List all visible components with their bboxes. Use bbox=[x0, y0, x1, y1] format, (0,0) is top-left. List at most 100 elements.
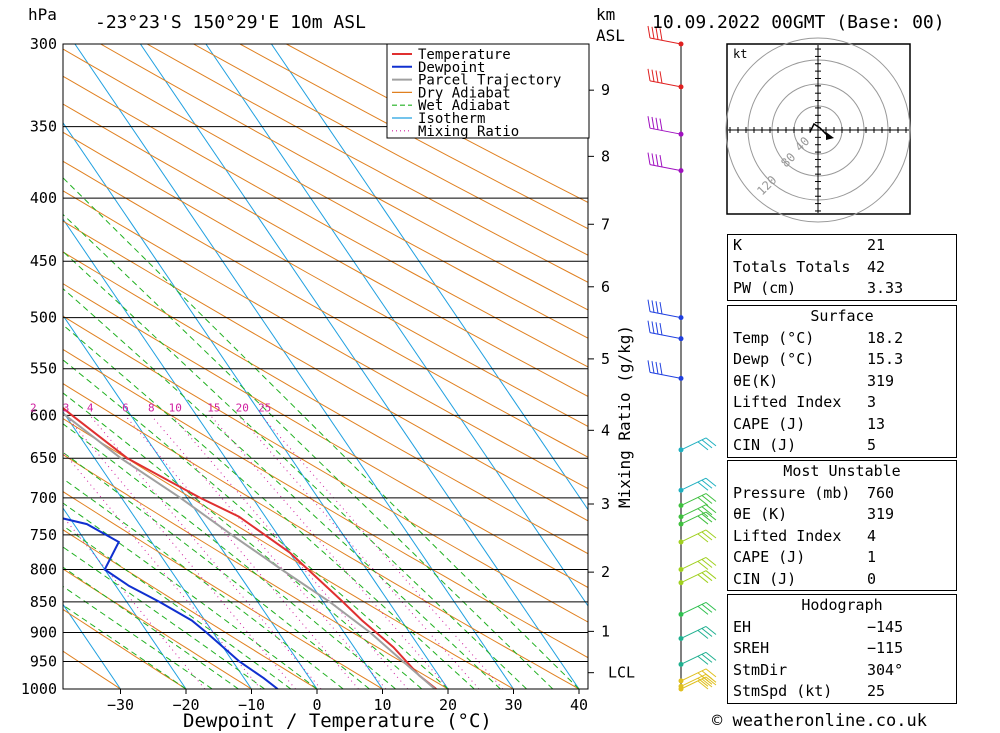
table-row: CAPE (J) 13 bbox=[728, 414, 956, 436]
row-value: 3.33 bbox=[867, 279, 904, 297]
isotherm-line bbox=[63, 314, 318, 689]
pressure-tick-label: 800 bbox=[30, 560, 57, 578]
table-row: CIN (J) 5 bbox=[728, 435, 956, 457]
pressure-tick-label: 300 bbox=[30, 35, 57, 53]
row-value: 21 bbox=[867, 236, 886, 254]
pressure-tick-label: 850 bbox=[30, 593, 57, 611]
table-row: Lifted Index 4 bbox=[728, 526, 956, 548]
row-label: θE (K) bbox=[733, 505, 788, 523]
table-row: CAPE (J) 1 bbox=[728, 547, 956, 569]
wet-adiabat-line bbox=[63, 177, 580, 689]
wind-barb bbox=[680, 437, 717, 451]
mixing-ratio-tick-label: 25 bbox=[258, 401, 271, 414]
table-row: StmDir 304° bbox=[728, 660, 956, 682]
hpa-label: hPa bbox=[28, 5, 57, 24]
wind-barb bbox=[680, 557, 717, 570]
dry-adiabat-line bbox=[63, 491, 383, 689]
pressure-tick-label: 700 bbox=[30, 489, 57, 507]
wind-barb bbox=[680, 493, 717, 506]
table-row: θE (K) 319 bbox=[728, 504, 956, 526]
table-title: Hodograph bbox=[801, 596, 883, 614]
row-label: Lifted Index bbox=[733, 393, 842, 411]
x-tick-label: 20 bbox=[439, 696, 457, 714]
dry-adiabat-line bbox=[63, 75, 588, 368]
isotherm-line bbox=[74, 44, 514, 689]
wet-adiabat-line bbox=[63, 502, 318, 689]
table-title: Most Unstable bbox=[783, 462, 901, 480]
legend-entry: Parcel Trajectory bbox=[418, 73, 561, 89]
row-value: 0 bbox=[867, 569, 877, 588]
wind-barb bbox=[680, 626, 717, 639]
table-row: Temp (°C) 18.2 bbox=[728, 328, 956, 350]
row-value: 25 bbox=[867, 682, 886, 700]
hodograph-ring bbox=[725, 37, 911, 223]
storm-motion-marker bbox=[826, 132, 834, 140]
isotherm-line bbox=[205, 44, 588, 607]
legend-entry: Mixing Ratio bbox=[418, 124, 519, 140]
mixing-ratio-tick-label: 15 bbox=[207, 401, 220, 414]
surface-table: Surface Temp (°C) 18.2 Dewp (°C) 15.3 θE(K) 31… bbox=[727, 305, 957, 458]
pressure-tick-label: 550 bbox=[30, 360, 57, 378]
dry-adiabat-line bbox=[63, 417, 514, 689]
hodograph-unit-label: kt bbox=[733, 47, 747, 61]
x-tick-label: −10 bbox=[238, 696, 265, 714]
mixing-ratio-line bbox=[124, 414, 359, 689]
pressure-tick-label: 600 bbox=[30, 406, 57, 424]
dry-adiabat-line bbox=[238, 44, 588, 230]
dry-adiabat-line bbox=[63, 529, 318, 689]
dry-adiabat-line bbox=[63, 220, 588, 522]
dry-adiabat-line bbox=[63, 315, 588, 623]
dry-adiabat-line bbox=[63, 190, 588, 490]
wind-barb bbox=[680, 601, 717, 615]
dry-adiabat-line bbox=[63, 283, 588, 589]
wind-barb bbox=[680, 477, 717, 491]
wind-barb bbox=[647, 360, 682, 379]
table-row: SREH −115 bbox=[728, 638, 956, 660]
isotherm-line bbox=[270, 44, 588, 511]
dry-adiabat-line bbox=[63, 348, 588, 659]
x-axis-label: Dewpoint / Temperature (°C) bbox=[183, 710, 492, 732]
row-label: StmSpd (kt) bbox=[733, 682, 833, 700]
dry-adiabat-line bbox=[146, 44, 588, 283]
wind-barb bbox=[680, 651, 717, 665]
datetime-title: 10.09.2022 00GMT (Base: 00) bbox=[652, 12, 945, 33]
km-label: km bbox=[596, 5, 615, 24]
wet-adiabat-line bbox=[63, 525, 292, 689]
x-tick-label: 30 bbox=[504, 696, 522, 714]
height-tick-label: 6 bbox=[601, 278, 610, 296]
table-row: Totals Totals 42 bbox=[728, 257, 956, 279]
table-row: StmSpd (kt) 25 bbox=[728, 681, 956, 703]
height-tick-label: 4 bbox=[601, 421, 610, 439]
wet-adiabat-line bbox=[63, 213, 554, 689]
row-value: 18.2 bbox=[867, 328, 904, 347]
wind-barb bbox=[647, 152, 682, 172]
wet-adiabat-line bbox=[63, 566, 239, 689]
table-row: EH −145 bbox=[728, 617, 956, 639]
row-label: CIN (J) bbox=[733, 436, 797, 454]
dry-adiabat-line bbox=[99, 44, 588, 311]
row-value: 4 bbox=[867, 526, 877, 545]
pressure-tick-label: 400 bbox=[30, 189, 57, 207]
isotherm-line bbox=[63, 603, 121, 689]
mixing-ratio-tick-label: 3 bbox=[63, 401, 70, 414]
mixing-ratio-tick-label: 10 bbox=[169, 401, 182, 414]
height-tick-label: 2 bbox=[601, 563, 610, 581]
pressure-tick-label: 500 bbox=[30, 309, 57, 327]
dry-adiabat-line bbox=[192, 44, 588, 256]
height-tick-label: 7 bbox=[601, 215, 610, 233]
indices-table: K 21 Totals Totals 42 PW (cm) 3.33 bbox=[727, 234, 957, 301]
pressure-tick-label: 900 bbox=[30, 624, 57, 642]
row-value: 760 bbox=[867, 483, 895, 502]
legend-entry: Dry Adiabat bbox=[418, 85, 511, 101]
dry-adiabat-line bbox=[63, 650, 121, 689]
dewpoint-profile bbox=[63, 505, 279, 689]
location-title: -23°23'S 150°29'E 10m ASL bbox=[95, 12, 366, 33]
mixing-ratio-line bbox=[260, 414, 504, 689]
wind-barb bbox=[680, 570, 717, 584]
x-tick-label: −20 bbox=[172, 696, 199, 714]
dry-adiabat-line bbox=[63, 251, 588, 555]
isotherm-line bbox=[139, 44, 580, 689]
mixing-ratio-tick-label: 6 bbox=[122, 401, 129, 414]
dry-adiabat-line bbox=[63, 453, 449, 689]
